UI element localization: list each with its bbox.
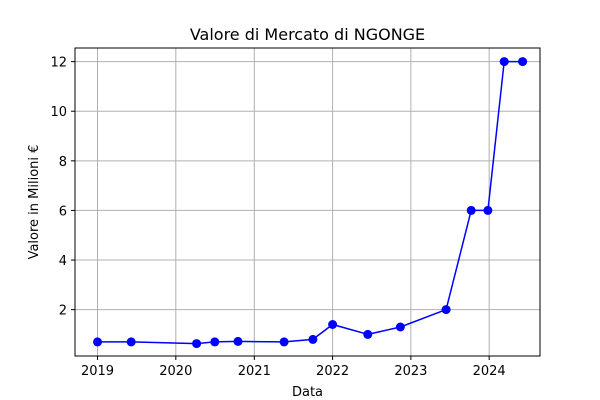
- data-point: [466, 205, 476, 215]
- x-tick-label: 2022: [316, 364, 349, 379]
- series-line: [97, 60, 523, 345]
- data-point: [93, 337, 102, 347]
- data-point: [210, 337, 220, 347]
- data-point: [279, 337, 289, 347]
- data-point: [518, 57, 528, 67]
- plot-frame: [74, 47, 541, 357]
- x-tick-label: 2020: [159, 364, 192, 379]
- y-tick-label: 6: [59, 204, 67, 219]
- data-point: [499, 57, 509, 67]
- data-point: [328, 320, 338, 329]
- y-tick-label: 2: [59, 304, 67, 319]
- x-tick-label: 2023: [394, 364, 427, 379]
- data-point: [363, 329, 373, 339]
- grid: [75, 48, 540, 356]
- y-tick-label: 10: [50, 105, 67, 120]
- series-layer: [93, 57, 528, 349]
- data-point: [192, 339, 202, 349]
- y-tick-label: 4: [59, 254, 67, 269]
- y-axis-label: Valore in Milioni €: [27, 145, 42, 260]
- x-tick-label: 2021: [238, 364, 271, 379]
- x-tick-label: 2024: [473, 364, 506, 379]
- y-tick-label: 12: [50, 56, 67, 71]
- data-point: [395, 322, 405, 332]
- data-point: [126, 337, 136, 347]
- data-point: [233, 336, 243, 346]
- data-point: [483, 205, 493, 215]
- x-tick-label: 2019: [81, 364, 114, 379]
- data-point: [308, 334, 318, 344]
- x-axis: 2019 2020 2021 2022 2023 2024: [81, 356, 506, 379]
- data-point: [441, 305, 451, 315]
- chart-title: Valore di Mercato di NGONGE: [190, 25, 425, 44]
- y-tick-label: 8: [59, 155, 67, 170]
- x-axis-label: Data: [292, 385, 323, 400]
- y-axis: 2 4 6 8 10 12: [50, 56, 75, 319]
